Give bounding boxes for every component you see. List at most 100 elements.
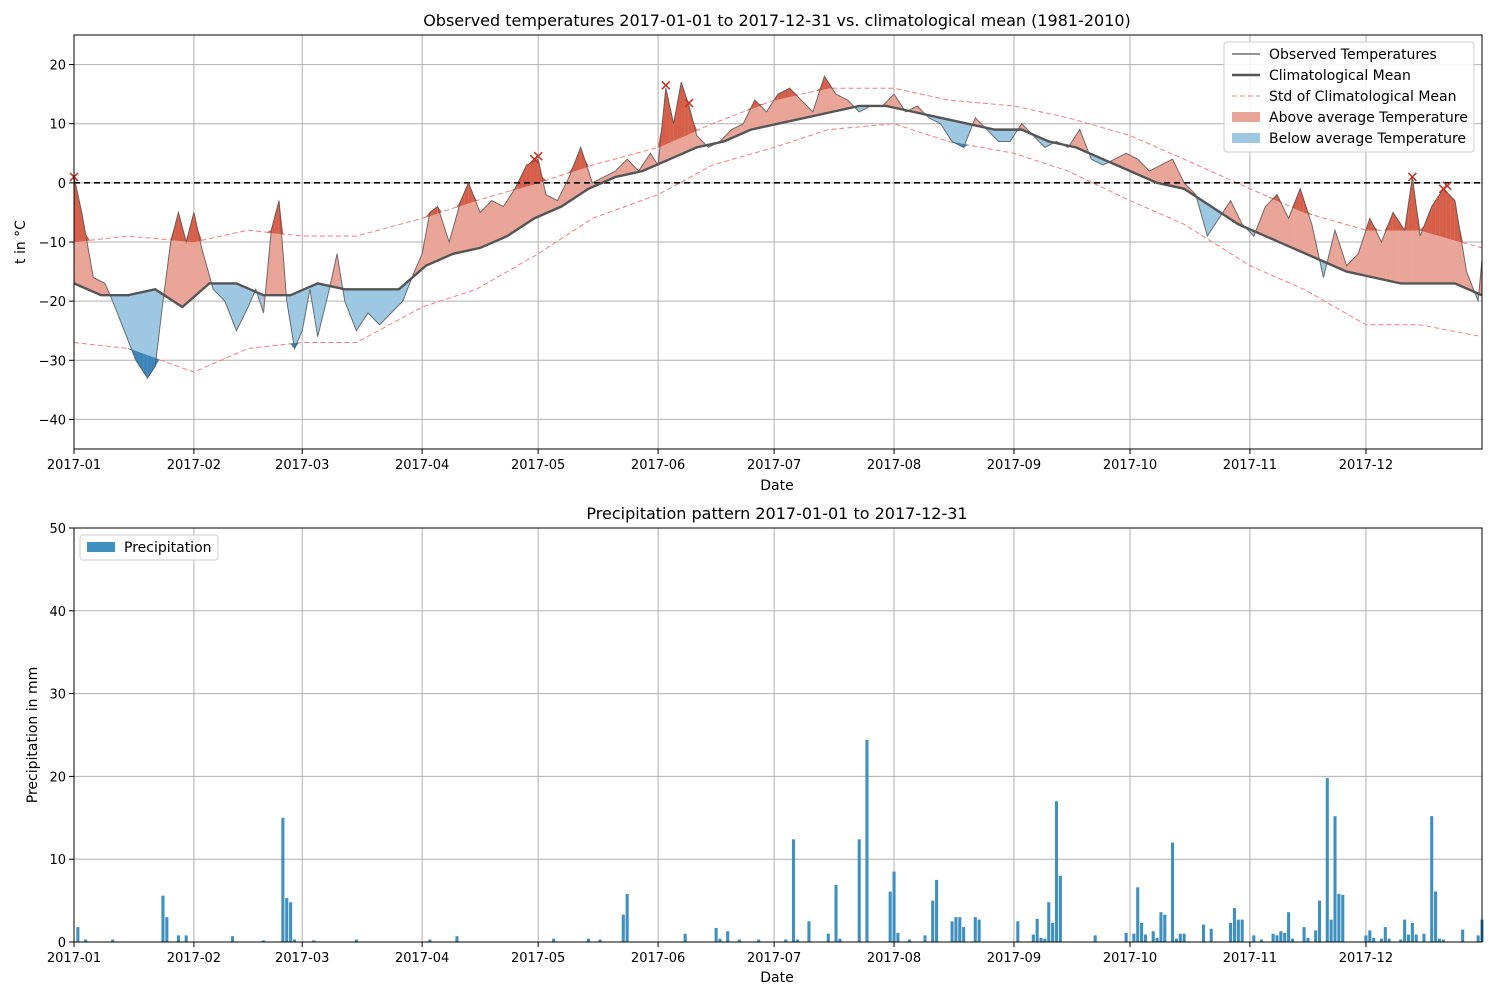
above-average-fill: [1284, 210, 1289, 247]
precipitation-bar: [1171, 842, 1175, 942]
precipitation-bar: [1271, 933, 1275, 942]
precipitation-bar: [1325, 778, 1329, 942]
precipitation-bar: [1236, 919, 1240, 942]
above-average-fill: [1164, 160, 1169, 186]
below-average-fill: [247, 288, 253, 308]
temperature-y-tick-label: 10: [49, 118, 66, 133]
precipitation-bar: [1051, 922, 1055, 942]
precipitation-bar: [958, 917, 962, 942]
precipitation-bar: [1201, 924, 1206, 942]
record-marker-stroke: [1442, 181, 1452, 191]
extreme-above-fill: [278, 200, 284, 235]
precipitation-bar: [1383, 927, 1387, 942]
precipitation-bar: [289, 902, 293, 942]
precipitation-x-tick-label: 2017-03: [275, 951, 329, 966]
precipitation-bar: [757, 939, 761, 942]
extreme-above-fill: [1450, 195, 1456, 241]
precipitation-axes-frame: [73, 527, 1483, 943]
precipitation-bar: [1182, 933, 1186, 942]
temperature-x-axis-label: Date: [760, 478, 793, 494]
precipitation-bar: [1476, 935, 1480, 942]
precipitation-legend-label: Precipitation: [124, 540, 212, 556]
precipitation-bar: [261, 940, 266, 942]
precipitation-bar: [838, 938, 842, 942]
precipitation-bar: [231, 936, 235, 942]
record-marker: [1407, 172, 1417, 182]
precipitation-bar: [1403, 919, 1407, 942]
precipitation-bar: [1290, 938, 1295, 942]
observed-temperature-line: [73, 75, 1483, 379]
above-average-fill: [1268, 197, 1274, 240]
precipitation-bar: [1461, 929, 1465, 942]
below-average-fill: [998, 129, 1003, 142]
extreme-above-fill: [468, 182, 473, 204]
precipitation-x-tick-label: 2017-01: [47, 951, 101, 966]
precipitation-bar: [1333, 816, 1337, 942]
below-average-fill: [321, 283, 326, 321]
precipitation-bar: [1368, 930, 1372, 942]
precipitation-bar: [907, 939, 912, 942]
precipitation-bar: [1039, 937, 1043, 942]
precipitation-bar: [931, 900, 935, 942]
precipitation-x-tick-label: 2017-07: [747, 951, 801, 966]
temperature-x-tick-label: 2017-07: [747, 458, 801, 473]
precipitation-x-axis-label: Date: [760, 970, 793, 986]
temperature-legend-label: Std of Climatological Mean: [1269, 89, 1456, 105]
precipitation-bar: [1314, 930, 1318, 942]
below-average-fill: [1005, 129, 1011, 142]
legend-swatch-above: [1232, 112, 1260, 122]
below-average-fill: [375, 289, 380, 326]
precipitation-y-tick-label: 0: [58, 936, 66, 951]
precipitation-bar: [973, 917, 977, 942]
precipitation-bar: [354, 939, 358, 942]
precipitation-bar: [962, 927, 966, 942]
above-average-fill: [1265, 201, 1270, 239]
temperature-x-tick-label: 2017-09: [987, 458, 1041, 473]
precipitation-bar: [1163, 914, 1167, 942]
precipitation-bar: [1441, 939, 1445, 942]
extreme-above-fill: [1299, 188, 1305, 213]
precipitation-bar: [1016, 921, 1020, 942]
extreme-above-fill: [530, 160, 535, 186]
precipitation-bar: [718, 938, 722, 942]
precipitation-bar: [1399, 939, 1403, 942]
precipitation-y-tick-label: 30: [49, 688, 66, 703]
below-average-fill: [154, 288, 160, 367]
temperature-x-tick-label: 2017-08: [867, 458, 921, 473]
record-marker: [533, 151, 543, 161]
extreme-above-fill: [189, 212, 195, 243]
precipitation-y-ticks: 50 40 30 20 10 0: [49, 522, 74, 951]
precipitation-bar: [726, 931, 730, 942]
below-average-fill: [387, 289, 392, 318]
record-marker-stroke: [1407, 172, 1417, 182]
legend-swatch-below: [1232, 133, 1260, 143]
precipitation-bar: [1132, 933, 1136, 942]
precipitation-bar: [1178, 933, 1182, 942]
precipitation-bar: [1387, 938, 1391, 942]
precipitation-bar: [1430, 816, 1434, 942]
precipitation-panel: Precipitation pattern 2017-01-01 to 2017…: [25, 504, 1484, 986]
temperature-y-ticks: 20 10 0 −10 −20 −30 −40: [39, 59, 74, 428]
extreme-above-fill: [1439, 187, 1444, 238]
precipitation-bar: [826, 933, 830, 942]
below-average-fill: [123, 294, 129, 341]
extreme-above-fill: [1435, 193, 1440, 237]
precipitation-bar: [923, 935, 927, 942]
precipitation-x-tick-label: 2017-08: [867, 951, 921, 966]
precipitation-bar: [552, 938, 556, 942]
temperature-x-tick-label: 2017-12: [1339, 458, 1393, 473]
precipitation-bar: [1379, 938, 1383, 942]
precipitation-bar: [1136, 887, 1140, 942]
precipitation-bar: [1372, 937, 1376, 942]
precipitation-y-axis-label: Precipitation in mm: [25, 667, 41, 803]
temperature-x-tick-label: 2017-06: [631, 458, 685, 473]
above-average-fill: [1160, 162, 1166, 185]
extreme-above-fill: [576, 147, 582, 171]
precipitation-bar: [312, 940, 316, 942]
temperature-x-tick-label: 2017-11: [1223, 458, 1277, 473]
temperature-legend-label: Climatological Mean: [1269, 68, 1411, 84]
above-average-fill: [487, 199, 493, 245]
record-marker: [661, 80, 671, 90]
precipitation-bar: [1329, 919, 1333, 942]
